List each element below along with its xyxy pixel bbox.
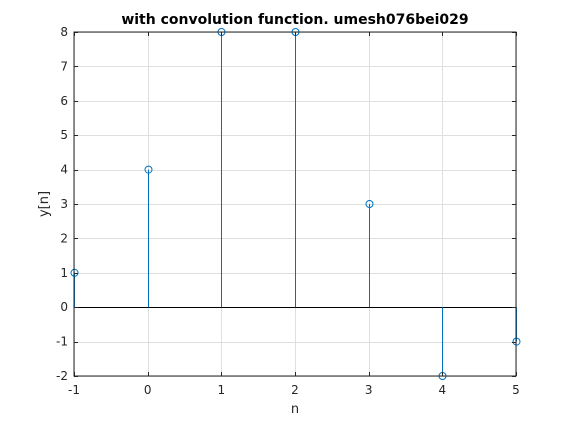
y-tick-label: -2: [56, 369, 68, 383]
x-axis-label: n: [291, 402, 299, 417]
y-tick-label: 2: [60, 231, 68, 245]
y-tick-label: 3: [60, 197, 68, 211]
chart-title: with convolution function. umesh076bei02…: [121, 12, 468, 28]
x-tick-label: 0: [144, 383, 152, 397]
stem-marker: [365, 200, 374, 208]
x-tick-label: 4: [439, 383, 447, 397]
stem-marker: [144, 165, 153, 174]
y-tick-label: 7: [60, 59, 68, 73]
y-tick-label: 1: [60, 266, 68, 280]
y-tick-label: 0: [60, 300, 68, 314]
y-tick-label: 6: [60, 94, 68, 108]
x-tick-label: 1: [218, 383, 226, 397]
y-tick-label: -1: [56, 335, 68, 349]
x-tick-label: -1: [68, 383, 80, 397]
y-tick-label: 4: [60, 163, 68, 177]
x-tick-label: 3: [365, 383, 373, 397]
x-tick-label: 2: [291, 383, 299, 397]
y-tick-label: 8: [60, 25, 68, 39]
x-tick-label: 5: [512, 383, 520, 397]
y-axis-label: y[n]: [37, 191, 52, 217]
y-tick-label: 5: [60, 128, 68, 142]
